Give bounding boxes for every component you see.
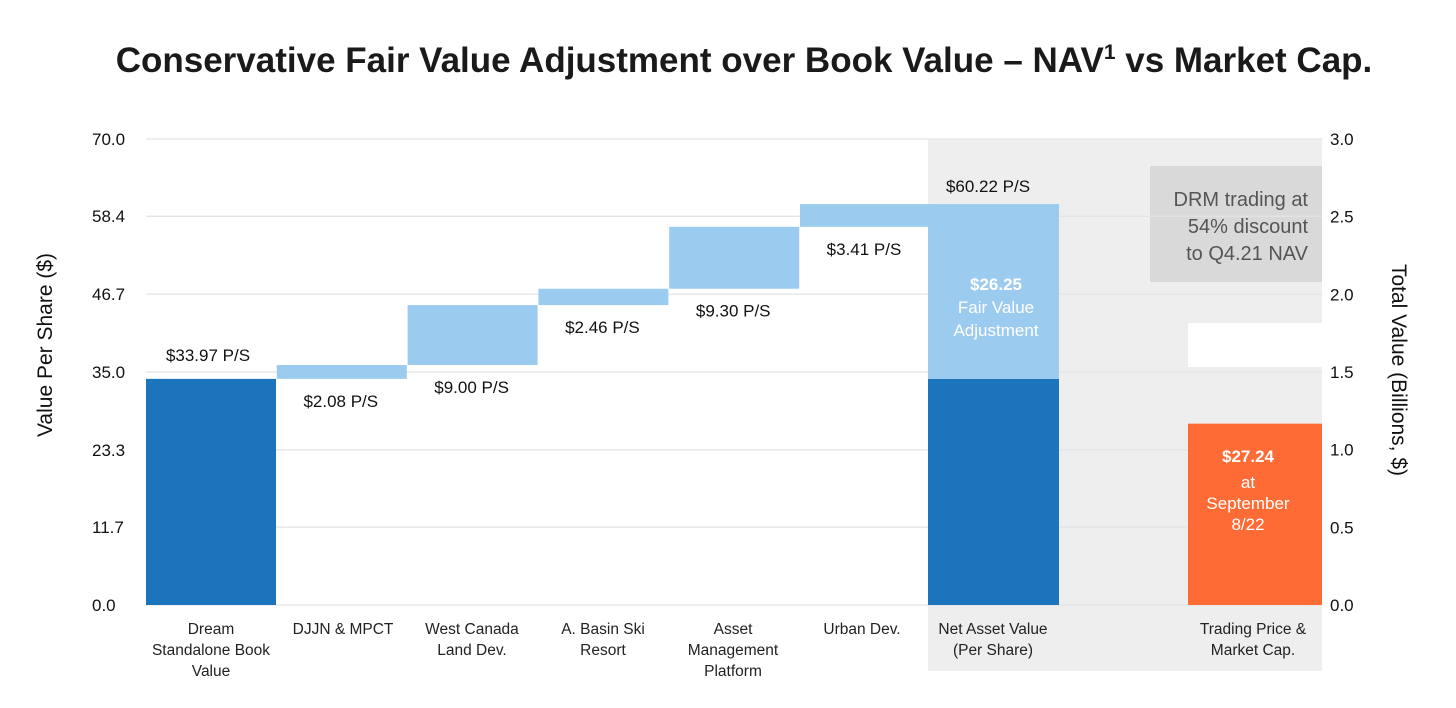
labels: DRM trading at 54% discount to Q4.21 NAV 0.… bbox=[92, 130, 1354, 680]
bar-value-label: $3.41 P/S bbox=[827, 240, 902, 259]
category-label: Platform bbox=[704, 663, 762, 680]
bar-step bbox=[538, 288, 669, 306]
category-label: Dream bbox=[188, 621, 235, 638]
bar-nav-adjustment bbox=[928, 204, 1059, 379]
bar-step bbox=[800, 204, 930, 227]
chart-title: Conservative Fair Value Adjustment over … bbox=[116, 41, 1373, 80]
category-label: Net Asset Value bbox=[938, 621, 1047, 638]
category-label: Resort bbox=[580, 642, 626, 659]
y-tick-label: 23.3 bbox=[92, 441, 125, 460]
callout-box bbox=[1150, 166, 1322, 282]
category-label: Urban Dev. bbox=[823, 621, 900, 638]
y-tick-label: 0.0 bbox=[92, 596, 116, 615]
background-patch bbox=[1188, 323, 1322, 367]
category-label: West Canada bbox=[425, 621, 519, 638]
category-label: Standalone Book bbox=[152, 642, 270, 659]
y-tick-label: 70.0 bbox=[92, 130, 125, 149]
bar-value-label: $33.97 P/S bbox=[166, 346, 250, 365]
adjustment-value-label: $26.25 bbox=[970, 275, 1022, 294]
price-text-line: September bbox=[1206, 494, 1289, 513]
bar-value-label: $9.00 P/S bbox=[434, 378, 509, 397]
callout-text-line: DRM trading at bbox=[1174, 189, 1309, 211]
callout-text-line: to Q4.21 NAV bbox=[1186, 243, 1309, 265]
category-label: Trading Price & bbox=[1200, 621, 1307, 638]
price-value-label: $27.24 bbox=[1222, 447, 1275, 466]
price-text-line: 8/22 bbox=[1231, 515, 1264, 534]
adjustment-text-line: Fair Value bbox=[958, 298, 1034, 317]
y2-tick-label: 0.5 bbox=[1330, 518, 1354, 537]
y2-tick-label: 1.0 bbox=[1330, 441, 1354, 460]
y2-tick-label: 3.0 bbox=[1330, 130, 1354, 149]
y-axis-title: Value Per Share ($) bbox=[34, 253, 57, 437]
y-tick-label: 46.7 bbox=[92, 285, 125, 304]
bar-nav-base bbox=[928, 378, 1059, 605]
y2-tick-label: 0.0 bbox=[1330, 596, 1354, 615]
y-tick-label: 11.7 bbox=[92, 518, 124, 537]
y2-axis-title: Total Value (Billions, $) bbox=[1387, 264, 1410, 476]
category-label: Management bbox=[688, 642, 779, 659]
category-label: Asset bbox=[714, 621, 753, 638]
adjustment-text-line: Adjustment bbox=[953, 321, 1038, 340]
bar-value-label: $2.08 P/S bbox=[303, 392, 378, 411]
bar-book-value bbox=[146, 378, 276, 605]
category-label: Value bbox=[192, 663, 231, 680]
gridlines bbox=[146, 138, 1322, 606]
y2-tick-label: 2.5 bbox=[1330, 208, 1354, 227]
bar-value-label: $60.22 P/S bbox=[946, 177, 1030, 196]
y-tick-label: 58.4 bbox=[92, 207, 125, 226]
bar-step bbox=[669, 226, 800, 289]
bar-trading-price bbox=[1188, 423, 1322, 605]
y2-tick-label: 2.0 bbox=[1330, 285, 1354, 304]
category-label: Land Dev. bbox=[437, 642, 507, 659]
category-label: (Per Share) bbox=[953, 642, 1033, 659]
category-label: A. Basin Ski bbox=[561, 621, 645, 638]
y-tick-label: 35.0 bbox=[92, 363, 125, 382]
callout-text-line: 54% discount bbox=[1188, 216, 1309, 238]
bar-value-label: $2.46 P/S bbox=[565, 318, 640, 337]
price-text-line: at bbox=[1241, 473, 1255, 492]
bar-step bbox=[407, 305, 538, 366]
category-label: Market Cap. bbox=[1211, 642, 1295, 659]
category-label: DJJN & MPCT bbox=[293, 621, 394, 638]
bar-value-label: $9.30 P/S bbox=[696, 302, 771, 321]
bars bbox=[146, 204, 1322, 605]
y2-tick-label: 1.5 bbox=[1330, 363, 1354, 382]
bar-step bbox=[276, 365, 407, 379]
